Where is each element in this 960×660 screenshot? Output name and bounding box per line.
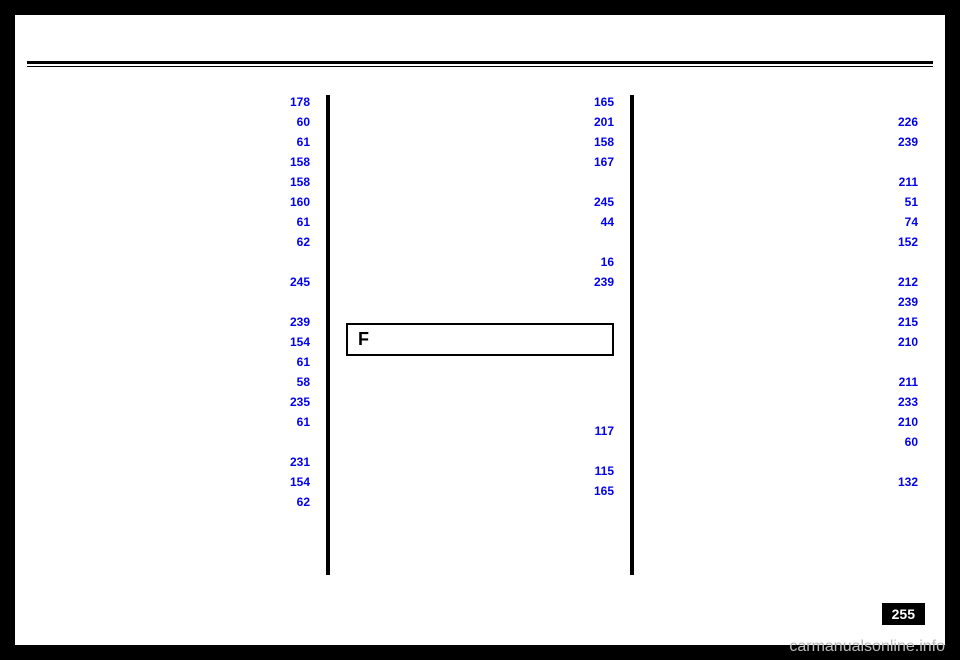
page-reference-link[interactable]: 152 [898, 235, 918, 249]
page-reference-link[interactable]: 212 [898, 275, 918, 289]
index-columns: 178 60 61 158 158 160 61 62 245 239 154 61 58 235 61 23… [30, 95, 930, 575]
index-entry: 44 [346, 215, 614, 235]
page-reference-link[interactable]: 239 [898, 295, 918, 309]
page-reference-link[interactable]: 201 [594, 115, 614, 129]
watermark: carmanualsonline.info [789, 638, 945, 656]
page-reference-link[interactable]: 61 [297, 415, 310, 429]
page-number: 255 [882, 603, 925, 625]
index-entry: 239 [650, 135, 918, 155]
page-reference-link[interactable]: 61 [297, 355, 310, 369]
index-entry: 210 [650, 415, 918, 435]
index-entry: 212 [650, 275, 918, 295]
page-reference-link[interactable]: 239 [290, 315, 310, 329]
index-entry: 215 [650, 315, 918, 335]
index-entry: 211 [650, 375, 918, 395]
page-reference-link[interactable]: 158 [290, 175, 310, 189]
page-reference-link[interactable]: 211 [899, 375, 918, 389]
page-reference-link[interactable]: 239 [898, 135, 918, 149]
index-entry: 235 [42, 395, 310, 415]
page-reference-link[interactable]: 61 [297, 135, 310, 149]
page-reference-link[interactable]: 245 [290, 275, 310, 289]
index-entry: 165 [346, 484, 614, 504]
index-entry: 58 [42, 375, 310, 395]
index-entry: 239 [346, 275, 614, 295]
index-entry: 239 [42, 315, 310, 335]
index-entry: 158 [42, 175, 310, 195]
page-reference-link[interactable]: 226 [898, 115, 918, 129]
index-entry: 61 [42, 135, 310, 155]
index-entry: 61 [42, 415, 310, 435]
index-entry: 231 [42, 455, 310, 475]
index-entry: 167 [346, 155, 614, 175]
index-entry: 74 [650, 215, 918, 235]
page-reference-link[interactable]: 62 [297, 495, 310, 509]
page-reference-link[interactable]: 231 [290, 455, 310, 469]
index-entry: 117 [346, 424, 614, 444]
index-entry: 160 [42, 195, 310, 215]
page-reference-link[interactable]: 158 [290, 155, 310, 169]
index-entry: 245 [42, 275, 310, 295]
page-reference-link[interactable]: 61 [297, 215, 310, 229]
page-reference-link[interactable]: 154 [290, 475, 310, 489]
index-entry: 115 [346, 464, 614, 484]
page-reference-link[interactable]: 210 [898, 415, 918, 429]
page-reference-link[interactable]: 154 [290, 335, 310, 349]
index-entry: 158 [346, 135, 614, 155]
page-reference-link[interactable]: 117 [595, 424, 614, 438]
index-entry: 16 [346, 255, 614, 275]
manual-page: 178 60 61 158 158 160 61 62 245 239 154 61 58 235 61 23… [15, 15, 945, 645]
index-entry: 233 [650, 395, 918, 415]
page-reference-link[interactable]: 235 [290, 395, 310, 409]
index-entry: 60 [42, 115, 310, 135]
index-entry: 51 [650, 195, 918, 215]
column-1: 178 60 61 158 158 160 61 62 245 239 154 61 58 235 61 23… [30, 95, 322, 575]
page-reference-link[interactable]: 211 [899, 175, 918, 189]
header-rule [27, 61, 933, 67]
page-reference-link[interactable]: 74 [905, 215, 918, 229]
page-reference-link[interactable]: 58 [297, 375, 310, 389]
index-entry: 62 [42, 495, 310, 515]
section-letter-f: F [346, 323, 614, 356]
index-entry: 61 [42, 355, 310, 375]
page-reference-link[interactable]: 165 [594, 484, 614, 498]
index-entry: 226 [650, 115, 918, 135]
column-3: 226 239 211 51 74 152 212 239 215 210 211 233 210 60 1… [638, 95, 930, 575]
index-entry: 61 [42, 215, 310, 235]
index-entry: 211 [650, 175, 918, 195]
index-entry: 154 [42, 335, 310, 355]
index-entry: 239 [650, 295, 918, 315]
index-entry: 158 [42, 155, 310, 175]
page-reference-link[interactable]: 215 [898, 315, 918, 329]
page-reference-link[interactable]: 245 [594, 195, 614, 209]
page-reference-link[interactable]: 160 [290, 195, 310, 209]
index-entry: 201 [346, 115, 614, 135]
page-reference-link[interactable]: 115 [595, 464, 614, 478]
page-reference-link[interactable]: 51 [905, 195, 918, 209]
column-divider [630, 95, 634, 575]
index-entry: 62 [42, 235, 310, 255]
page-reference-link[interactable]: 62 [297, 235, 310, 249]
page-reference-link[interactable]: 210 [898, 335, 918, 349]
index-entry: 210 [650, 335, 918, 355]
page-reference-link[interactable]: 44 [601, 215, 614, 229]
index-entry: 132 [650, 475, 918, 495]
page-reference-link[interactable]: 60 [297, 115, 310, 129]
page-reference-link[interactable]: 158 [594, 135, 614, 149]
index-entry: 178 [42, 95, 310, 115]
page-reference-link[interactable]: 239 [594, 275, 614, 289]
page-reference-link[interactable]: 233 [898, 395, 918, 409]
page-reference-link[interactable]: 165 [594, 95, 614, 109]
column-divider [326, 95, 330, 575]
page-reference-link[interactable]: 60 [905, 435, 918, 449]
index-entry: 154 [42, 475, 310, 495]
index-entry: 152 [650, 235, 918, 255]
page-reference-link[interactable]: 178 [290, 95, 310, 109]
page-reference-link[interactable]: 16 [601, 255, 614, 269]
page-reference-link[interactable]: 132 [898, 475, 918, 489]
index-entry: 245 [346, 195, 614, 215]
column-2: 165 201 158 167 245 44 16 239 F 117 115 165 [334, 95, 626, 575]
index-entry: 165 [346, 95, 614, 115]
index-entry: 60 [650, 435, 918, 455]
page-reference-link[interactable]: 167 [594, 155, 614, 169]
